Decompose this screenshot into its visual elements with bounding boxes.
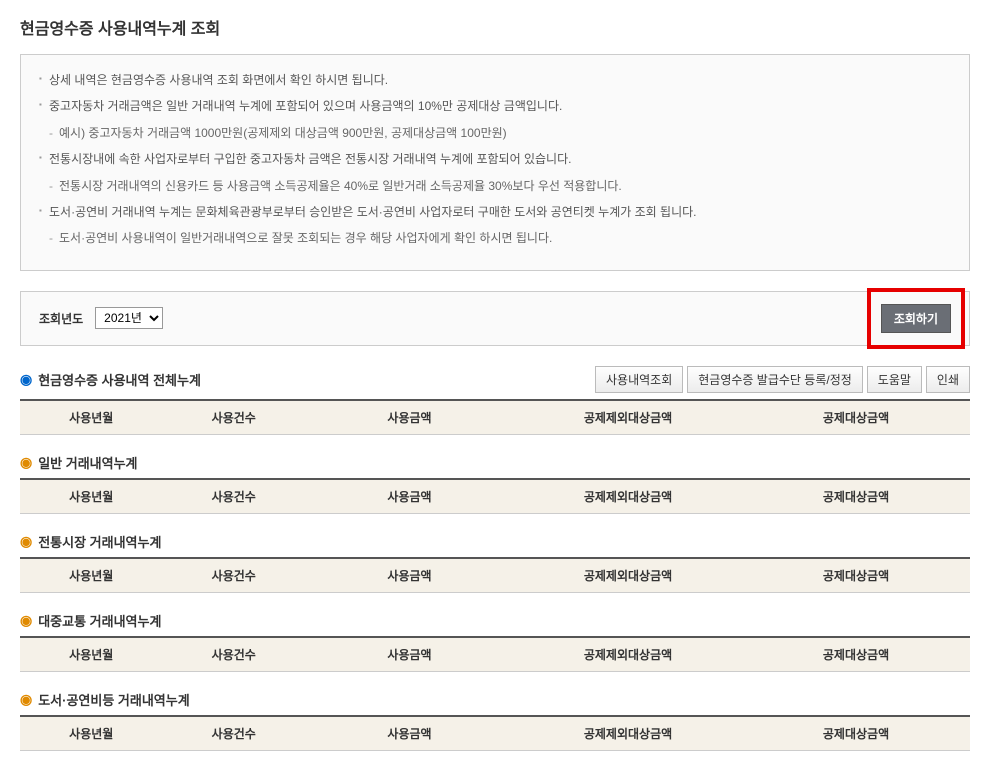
section-title: ◉ 전통시장 거래내역누계 [20, 532, 161, 551]
table-header-cell: 공제대상금액 [742, 558, 970, 593]
table-header-cell: 공제대상금액 [742, 637, 970, 672]
query-row-left: 조회년도 2021년 [39, 307, 163, 329]
info-item-sub: 전통시장 거래내역의 신용카드 등 사용금액 소득공제율은 40%로 일반거래 … [39, 176, 951, 196]
data-table: 사용년월사용건수사용금액공제제외대상금액공제대상금액 [20, 478, 970, 514]
section: ◉ 대중교통 거래내역누계사용년월사용건수사용금액공제제외대상금액공제대상금액 [20, 611, 970, 672]
info-list: 상세 내역은 현금영수증 사용내역 조회 화면에서 확인 하시면 됩니다. 중고… [39, 70, 951, 249]
table-header-cell: 사용건수 [163, 479, 306, 514]
data-table: 사용년월사용건수사용금액공제제외대상금액공제대상금액 [20, 715, 970, 751]
register-button[interactable]: 현금영수증 발급수단 등록/정정 [687, 366, 863, 393]
table-header-cell: 공제제외대상금액 [514, 479, 742, 514]
info-box: 상세 내역은 현금영수증 사용내역 조회 화면에서 확인 하시면 됩니다. 중고… [20, 54, 970, 271]
info-item: 중고자동차 거래금액은 일반 거래내역 누계에 포함되어 있으며 사용금액의 1… [39, 96, 951, 116]
table-header-row: 사용년월사용건수사용금액공제제외대상금액공제대상금액 [20, 479, 970, 514]
table-header-cell: 공제대상금액 [742, 716, 970, 751]
query-row: 조회년도 2021년 조회하기 [20, 291, 970, 346]
info-item-sub: 예시) 중고자동차 거래금액 1000만원(공제제외 대상금액 900만원, 공… [39, 123, 951, 143]
data-table: 사용년월사용건수사용금액공제제외대상금액공제대상금액 [20, 636, 970, 672]
table-header-cell: 공제대상금액 [742, 400, 970, 435]
info-item: 상세 내역은 현금영수증 사용내역 조회 화면에서 확인 하시면 됩니다. [39, 70, 951, 90]
section-title-text: 전통시장 거래내역누계 [38, 532, 161, 551]
year-select[interactable]: 2021년 [95, 307, 163, 329]
section: ◉ 도서·공연비등 거래내역누계사용년월사용건수사용금액공제제외대상금액공제대상금… [20, 690, 970, 751]
section-header: ◉ 일반 거래내역누계 [20, 453, 970, 472]
help-button[interactable]: 도움말 [867, 366, 922, 393]
table-header-cell: 공제제외대상금액 [514, 637, 742, 672]
section-title-text: 대중교통 거래내역누계 [38, 611, 161, 630]
data-table: 사용년월사용건수사용금액공제제외대상금액공제대상금액 [20, 557, 970, 593]
detail-button[interactable]: 사용내역조회 [595, 366, 683, 393]
section-header: ◉ 전통시장 거래내역누계 [20, 532, 970, 551]
section-title: ◉ 현금영수증 사용내역 전체누계 [20, 370, 201, 389]
table-header-row: 사용년월사용건수사용금액공제제외대상금액공제대상금액 [20, 400, 970, 435]
section-header: ◉ 대중교통 거래내역누계 [20, 611, 970, 630]
year-label: 조회년도 [39, 310, 83, 327]
table-header-cell: 사용년월 [20, 479, 163, 514]
section-title-text: 일반 거래내역누계 [38, 453, 137, 472]
section-title-text: 현금영수증 사용내역 전체누계 [38, 370, 201, 389]
section-title-text: 도서·공연비등 거래내역누계 [38, 690, 189, 709]
data-table: 사용년월사용건수사용금액공제제외대상금액공제대상금액 [20, 399, 970, 435]
bullet-orange-icon: ◉ [20, 533, 32, 550]
section-buttons: 사용내역조회현금영수증 발급수단 등록/정정도움말인쇄 [595, 366, 970, 393]
section: ◉ 현금영수증 사용내역 전체누계 사용내역조회현금영수증 발급수단 등록/정정도움… [20, 366, 970, 435]
table-header-cell: 사용건수 [163, 558, 306, 593]
section-header: ◉ 현금영수증 사용내역 전체누계 사용내역조회현금영수증 발급수단 등록/정정도움… [20, 366, 970, 393]
table-header-row: 사용년월사용건수사용금액공제제외대상금액공제대상금액 [20, 716, 970, 751]
info-item: 전통시장내에 속한 사업자로부터 구입한 중고자동차 금액은 전통시장 거래내역… [39, 149, 951, 169]
table-header-cell: 사용년월 [20, 558, 163, 593]
table-header-row: 사용년월사용건수사용금액공제제외대상금액공제대상금액 [20, 637, 970, 672]
section: ◉ 일반 거래내역누계사용년월사용건수사용금액공제제외대상금액공제대상금액 [20, 453, 970, 514]
info-item-sub: 도서·공연비 사용내역이 일반거래내역으로 잘못 조회되는 경우 해당 사업자에… [39, 228, 951, 248]
table-header-row: 사용년월사용건수사용금액공제제외대상금액공제대상금액 [20, 558, 970, 593]
table-header-cell: 공제제외대상금액 [514, 558, 742, 593]
table-header-cell: 공제대상금액 [742, 479, 970, 514]
table-header-cell: 사용건수 [163, 400, 306, 435]
section: ◉ 전통시장 거래내역누계사용년월사용건수사용금액공제제외대상금액공제대상금액 [20, 532, 970, 593]
table-header-cell: 사용건수 [163, 716, 306, 751]
bullet-blue-icon: ◉ [20, 371, 32, 388]
table-header-cell: 사용금액 [305, 716, 514, 751]
table-header-cell: 공제제외대상금액 [514, 400, 742, 435]
table-header-cell: 사용금액 [305, 558, 514, 593]
section-title: ◉ 대중교통 거래내역누계 [20, 611, 161, 630]
table-header-cell: 사용금액 [305, 637, 514, 672]
table-header-cell: 사용금액 [305, 400, 514, 435]
bullet-orange-icon: ◉ [20, 612, 32, 629]
table-header-cell: 사용년월 [20, 400, 163, 435]
bullet-orange-icon: ◉ [20, 691, 32, 708]
table-header-cell: 사용건수 [163, 637, 306, 672]
section-header: ◉ 도서·공연비등 거래내역누계 [20, 690, 970, 709]
bullet-orange-icon: ◉ [20, 454, 32, 471]
info-item: 도서·공연비 거래내역 누계는 문화체육관광부로부터 승인받은 도서·공연비 사… [39, 202, 951, 222]
table-header-cell: 사용년월 [20, 716, 163, 751]
table-header-cell: 사용년월 [20, 637, 163, 672]
table-header-cell: 공제제외대상금액 [514, 716, 742, 751]
section-title: ◉ 일반 거래내역누계 [20, 453, 138, 472]
section-title: ◉ 도서·공연비등 거래내역누계 [20, 690, 190, 709]
query-button[interactable]: 조회하기 [881, 304, 951, 333]
print-button[interactable]: 인쇄 [926, 366, 970, 393]
query-button-wrap: 조회하기 [881, 304, 951, 333]
table-header-cell: 사용금액 [305, 479, 514, 514]
page-title: 현금영수증 사용내역누계 조회 [20, 10, 970, 39]
